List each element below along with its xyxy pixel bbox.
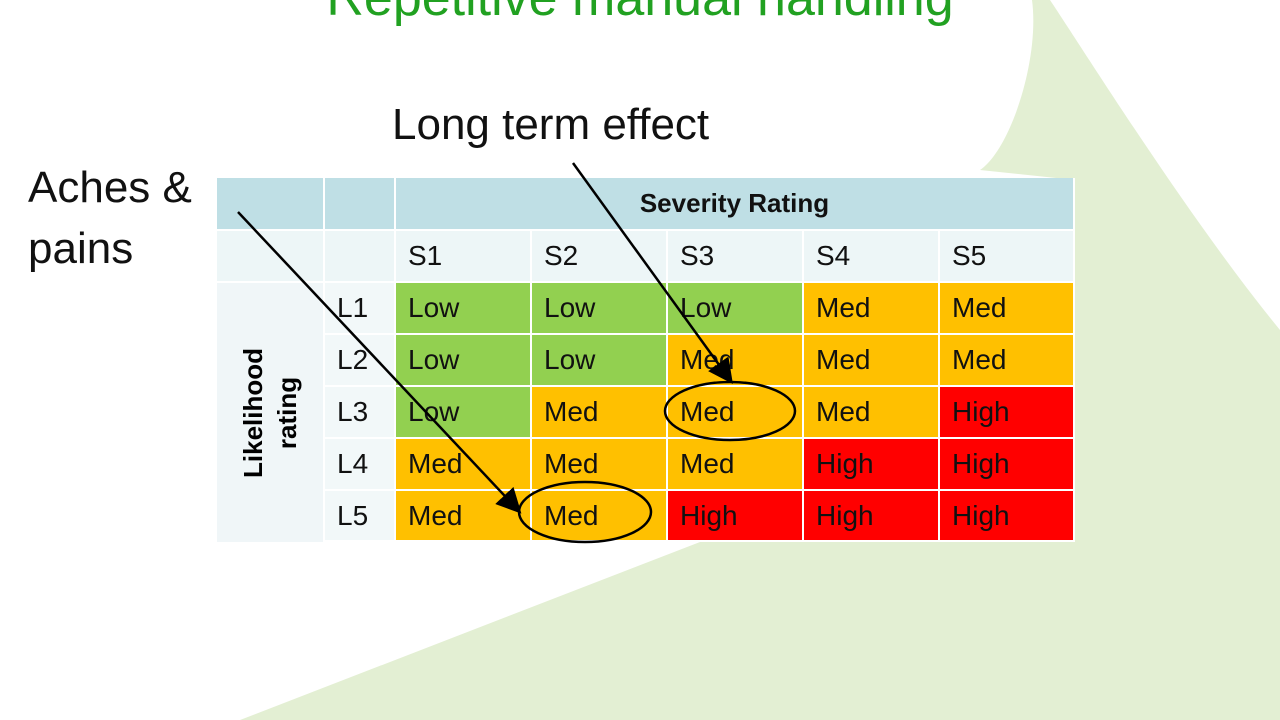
severity-level-s4: S4 [804,231,940,283]
matrix-corner-top-mid [325,178,396,231]
risk-cell-l2-s1: Low [396,335,532,387]
likelihood-level-l5: L5 [325,491,396,542]
likelihood-level-l4: L4 [325,439,396,491]
risk-cell-l4-s5: High [940,439,1075,491]
risk-cell-l3-s4: Med [804,387,940,439]
aches-pains-label: Aches & pains [28,157,192,279]
risk-cell-l5-s2: Med [532,491,668,542]
risk-cell-l4-s1: Med [396,439,532,491]
risk-cell-l4-s3: Med [668,439,804,491]
matrix-corner-bottom-mid [325,231,396,283]
matrix-corner-bottom-left [217,231,325,283]
aches-pains-line1: Aches & [28,163,192,212]
matrix-corner-top-left [217,178,325,231]
risk-cell-l2-s5: Med [940,335,1075,387]
likelihood-level-l3: L3 [325,387,396,439]
likelihood-level-l2: L2 [325,335,396,387]
risk-cell-l1-s3: Low [668,283,804,335]
risk-cell-l3-s5: High [940,387,1075,439]
aches-pains-line2: pains [28,224,134,273]
risk-cell-l4-s2: Med [532,439,668,491]
risk-cell-l3-s3: Med [668,387,804,439]
risk-cell-l4-s4: High [804,439,940,491]
risk-cell-l5-s5: High [940,491,1075,542]
risk-cell-l1-s1: Low [396,283,532,335]
risk-cell-l5-s1: Med [396,491,532,542]
severity-rating-header: Severity Rating [396,178,1075,231]
severity-level-s5: S5 [940,231,1075,283]
likelihood-rating-header: Likelihood rating [217,283,325,542]
severity-level-s3: S3 [668,231,804,283]
risk-cell-l1-s4: Med [804,283,940,335]
slide-title: Repetitive manual handling [0,0,1280,30]
risk-cell-l3-s2: Med [532,387,668,439]
long-term-effect-label: Long term effect [392,100,710,149]
likelihood-rating-text: Likelihood rating [236,348,304,478]
likelihood-level-l1: L1 [325,283,396,335]
risk-cell-l2-s2: Low [532,335,668,387]
risk-cell-l5-s4: High [804,491,940,542]
risk-matrix: Severity Rating S1 S2 S3 S4 S5 Likelihoo… [217,178,1075,542]
risk-cell-l5-s3: High [668,491,804,542]
severity-level-s2: S2 [532,231,668,283]
risk-cell-l2-s4: Med [804,335,940,387]
risk-cell-l2-s3: Med [668,335,804,387]
risk-cell-l3-s1: Low [396,387,532,439]
risk-cell-l1-s2: Low [532,283,668,335]
severity-level-s1: S1 [396,231,532,283]
likelihood-label-line2: rating [272,376,302,449]
risk-cell-l1-s5: Med [940,283,1075,335]
likelihood-label-line1: Likelihood [238,347,268,478]
